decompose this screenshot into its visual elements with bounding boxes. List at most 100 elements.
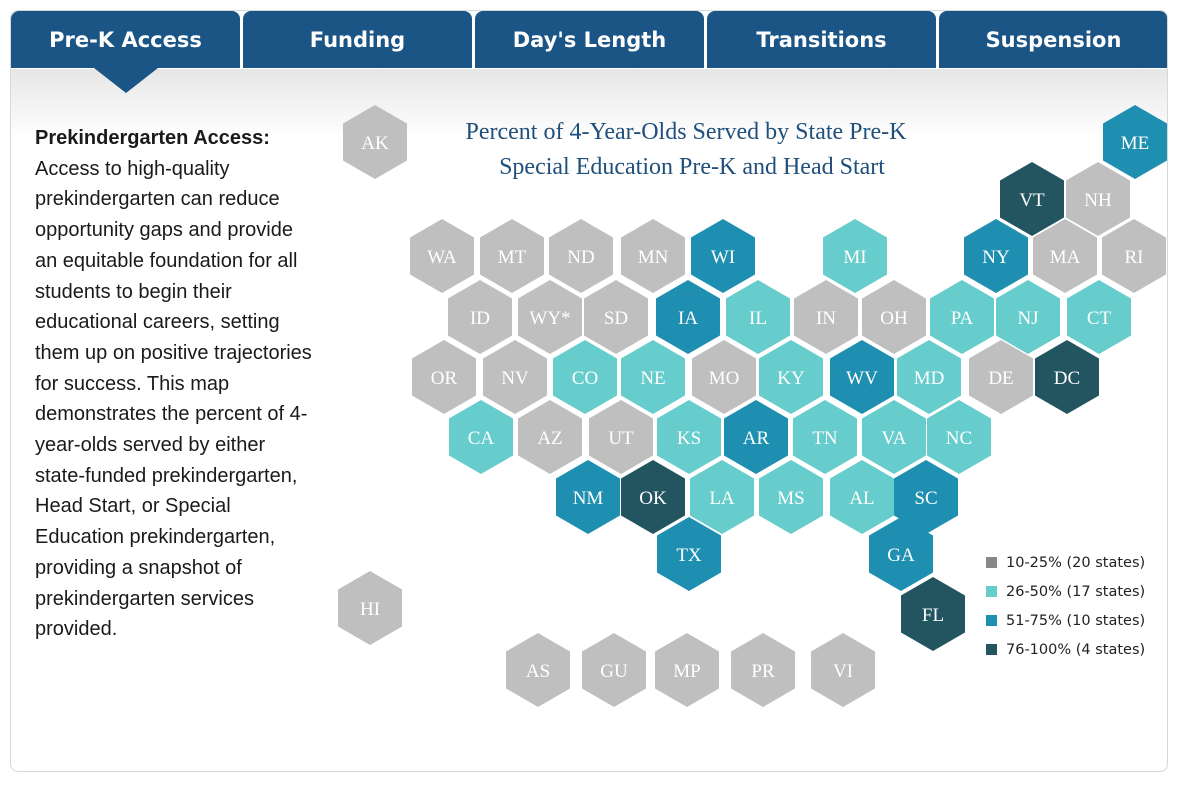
state-tile-il[interactable]: IL [726, 280, 790, 354]
state-tile-hi[interactable]: HI [338, 571, 402, 645]
state-tile-mi[interactable]: MI [823, 219, 887, 293]
state-hex-as[interactable] [506, 633, 570, 707]
state-hex-tx[interactable] [657, 517, 721, 591]
state-tile-mn[interactable]: MN [621, 219, 685, 293]
state-tile-me[interactable]: ME [1103, 105, 1167, 179]
state-tile-gu[interactable]: GU [582, 633, 646, 707]
state-hex-nv[interactable] [483, 340, 547, 414]
state-hex-hi[interactable] [338, 571, 402, 645]
state-tile-de[interactable]: DE [969, 340, 1033, 414]
state-tile-sd[interactable]: SD [584, 280, 648, 354]
tab-transitions[interactable]: Transitions [707, 11, 936, 68]
state-hex-ny[interactable] [964, 219, 1028, 293]
state-hex-ri[interactable] [1102, 219, 1166, 293]
state-hex-gu[interactable] [582, 633, 646, 707]
state-hex-de[interactable] [969, 340, 1033, 414]
state-hex-ky[interactable] [759, 340, 823, 414]
state-tile-va[interactable]: VA [862, 400, 926, 474]
state-hex-ok[interactable] [621, 460, 685, 534]
state-tile-pa[interactable]: PA [930, 280, 994, 354]
state-tile-nm[interactable]: NM [556, 460, 620, 534]
state-tile-ar[interactable]: AR [724, 400, 788, 474]
state-hex-az[interactable] [518, 400, 582, 474]
state-tile-az[interactable]: AZ [518, 400, 582, 474]
state-hex-ms[interactable] [759, 460, 823, 534]
state-hex-co[interactable] [553, 340, 617, 414]
state-tile-ri[interactable]: RI [1102, 219, 1166, 293]
tab-days-length[interactable]: Day's Length [475, 11, 704, 68]
state-tile-vi[interactable]: VI [811, 633, 875, 707]
state-tile-nj[interactable]: NJ [996, 280, 1060, 354]
tab-pre-k-access[interactable]: Pre-K Access [11, 11, 240, 68]
state-hex-la[interactable] [690, 460, 754, 534]
state-hex-ak[interactable] [343, 105, 407, 179]
state-hex-ct[interactable] [1067, 280, 1131, 354]
state-hex-mn[interactable] [621, 219, 685, 293]
state-tile-or[interactable]: OR [412, 340, 476, 414]
state-hex-fl[interactable] [901, 577, 965, 651]
state-hex-in[interactable] [794, 280, 858, 354]
state-hex-tn[interactable] [793, 400, 857, 474]
state-tile-fl[interactable]: FL [901, 577, 965, 651]
state-hex-il[interactable] [726, 280, 790, 354]
state-hex-or[interactable] [412, 340, 476, 414]
state-tile-md[interactable]: MD [897, 340, 961, 414]
state-hex-wa[interactable] [410, 219, 474, 293]
state-hex-wy[interactable] [518, 280, 582, 354]
state-tile-pr[interactable]: PR [731, 633, 795, 707]
state-tile-sc[interactable]: SC [894, 460, 958, 534]
state-hex-ia[interactable] [656, 280, 720, 354]
state-tile-id[interactable]: ID [448, 280, 512, 354]
state-tile-nv[interactable]: NV [483, 340, 547, 414]
state-hex-ga[interactable] [869, 517, 933, 591]
state-tile-ma[interactable]: MA [1033, 219, 1097, 293]
state-hex-vt[interactable] [1000, 162, 1064, 236]
state-tile-ms[interactable]: MS [759, 460, 823, 534]
state-tile-ok[interactable]: OK [621, 460, 685, 534]
state-hex-nm[interactable] [556, 460, 620, 534]
state-tile-vt[interactable]: VT [1000, 162, 1064, 236]
state-tile-dc[interactable]: DC [1035, 340, 1099, 414]
state-tile-nd[interactable]: ND [549, 219, 613, 293]
state-hex-ca[interactable] [449, 400, 513, 474]
state-tile-as[interactable]: AS [506, 633, 570, 707]
state-tile-ak[interactable]: AK [343, 105, 407, 179]
state-tile-oh[interactable]: OH [862, 280, 926, 354]
state-tile-wi[interactable]: WI [691, 219, 755, 293]
state-tile-ny[interactable]: NY [964, 219, 1028, 293]
state-tile-ky[interactable]: KY [759, 340, 823, 414]
state-hex-nd[interactable] [549, 219, 613, 293]
state-tile-wy[interactable]: WY* [518, 280, 582, 354]
state-hex-pa[interactable] [930, 280, 994, 354]
state-hex-dc[interactable] [1035, 340, 1099, 414]
state-tile-nh[interactable]: NH [1066, 162, 1130, 236]
tab-funding[interactable]: Funding [243, 11, 472, 68]
state-hex-vi[interactable] [811, 633, 875, 707]
state-tile-mp[interactable]: MP [655, 633, 719, 707]
state-hex-ar[interactable] [724, 400, 788, 474]
state-tile-tn[interactable]: TN [793, 400, 857, 474]
state-hex-nc[interactable] [927, 400, 991, 474]
state-hex-ma[interactable] [1033, 219, 1097, 293]
state-tile-la[interactable]: LA [690, 460, 754, 534]
state-hex-al[interactable] [830, 460, 894, 534]
state-tile-tx[interactable]: TX [657, 517, 721, 591]
state-hex-nj[interactable] [996, 280, 1060, 354]
state-hex-sc[interactable] [894, 460, 958, 534]
state-hex-wi[interactable] [691, 219, 755, 293]
state-tile-ga[interactable]: GA [869, 517, 933, 591]
state-tile-al[interactable]: AL [830, 460, 894, 534]
state-tile-ne[interactable]: NE [621, 340, 685, 414]
state-hex-md[interactable] [897, 340, 961, 414]
state-tile-mo[interactable]: MO [692, 340, 756, 414]
state-hex-nh[interactable] [1066, 162, 1130, 236]
state-hex-va[interactable] [862, 400, 926, 474]
state-hex-me[interactable] [1103, 105, 1167, 179]
state-tile-in[interactable]: IN [794, 280, 858, 354]
state-tile-ks[interactable]: KS [657, 400, 721, 474]
tab-suspension[interactable]: Suspension [939, 11, 1167, 68]
state-tile-ca[interactable]: CA [449, 400, 513, 474]
state-hex-pr[interactable] [731, 633, 795, 707]
state-hex-ne[interactable] [621, 340, 685, 414]
state-tile-nc[interactable]: NC [927, 400, 991, 474]
